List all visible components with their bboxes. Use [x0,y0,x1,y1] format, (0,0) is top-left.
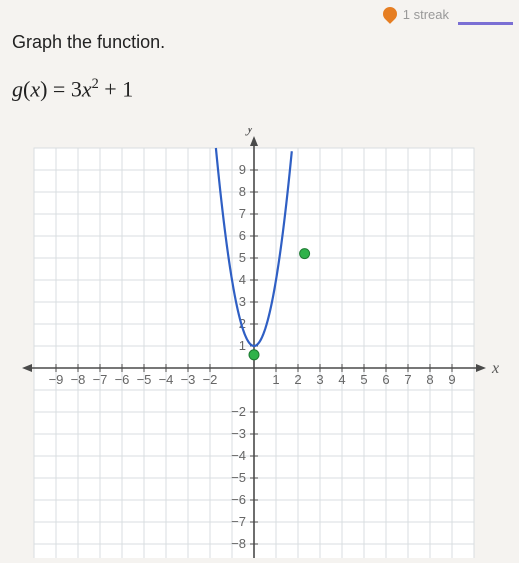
svg-text:9: 9 [239,162,246,177]
eq-var2: x [82,76,92,101]
svg-text:8: 8 [239,184,246,199]
svg-text:1: 1 [272,372,279,387]
svg-text:−4: −4 [159,372,174,387]
svg-text:3: 3 [239,294,246,309]
eq-var1: x [30,76,40,101]
svg-text:−9: −9 [49,372,64,387]
svg-text:−3: −3 [181,372,196,387]
svg-text:−3: −3 [231,426,246,441]
fire-icon [380,4,400,24]
svg-text:−4: −4 [231,448,246,463]
svg-text:8: 8 [426,372,433,387]
coordinate-plane[interactable]: 123456789−9−8−7−6−5−4−3−2123456789−2−3−4… [4,128,514,558]
svg-text:−8: −8 [71,372,86,387]
svg-text:6: 6 [239,228,246,243]
streak-label: streak [414,7,449,22]
svg-text:7: 7 [239,206,246,221]
svg-text:x: x [491,360,499,377]
svg-text:5: 5 [360,372,367,387]
streak-underline [458,22,513,25]
svg-text:5: 5 [239,250,246,265]
eq-coef: 3 [71,76,82,101]
svg-text:3: 3 [316,372,323,387]
streak-bar: 1 streak [0,0,519,28]
svg-text:−6: −6 [115,372,130,387]
svg-text:−2: −2 [203,372,218,387]
svg-text:1: 1 [239,338,246,353]
svg-text:2: 2 [294,372,301,387]
svg-text:−2: −2 [231,404,246,419]
svg-text:−5: −5 [137,372,152,387]
question-prompt: Graph the function. [12,32,165,53]
svg-text:y: y [244,128,254,136]
eq-exp: 2 [92,76,99,92]
svg-text:6: 6 [382,372,389,387]
eq-func: g [12,76,23,101]
streak-count: 1 [403,7,410,22]
function-equation: g(x) = 3x2 + 1 [12,76,133,102]
svg-text:4: 4 [338,372,345,387]
prompt-text: Graph the function. [12,32,165,52]
svg-text:−7: −7 [93,372,108,387]
svg-text:9: 9 [448,372,455,387]
eq-const: 1 [122,76,133,101]
svg-text:−8: −8 [231,536,246,551]
svg-text:−5: −5 [231,470,246,485]
svg-text:7: 7 [404,372,411,387]
svg-text:4: 4 [239,272,246,287]
svg-text:−7: −7 [231,514,246,529]
graph-area[interactable]: 123456789−9−8−7−6−5−4−3−2123456789−2−3−4… [4,128,514,558]
svg-text:−6: −6 [231,492,246,507]
